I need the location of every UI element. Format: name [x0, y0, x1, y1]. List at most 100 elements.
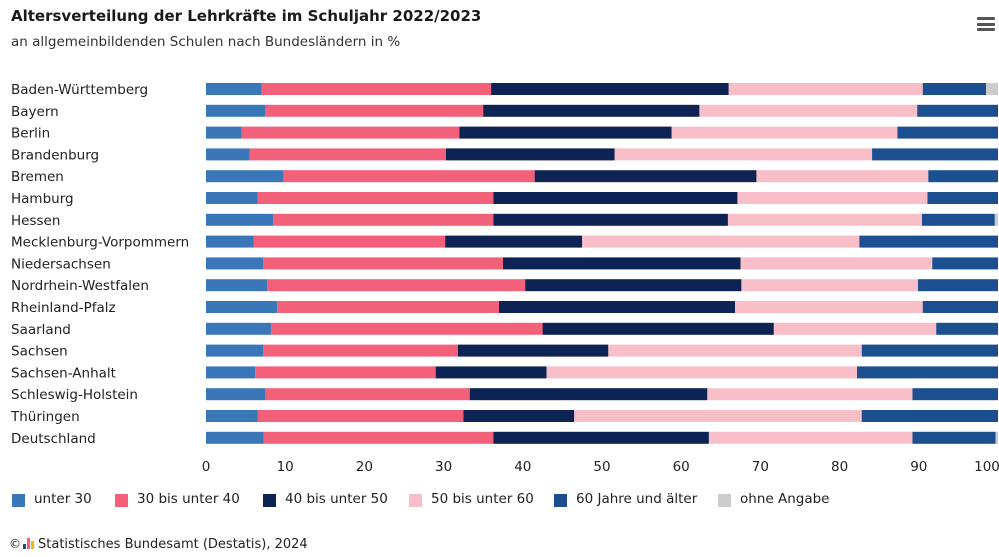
bar-segment[interactable] — [445, 148, 615, 161]
bar-segment[interactable] — [756, 170, 929, 183]
bar-segment[interactable] — [206, 170, 284, 183]
bar-segment[interactable] — [206, 83, 262, 95]
bar-segment[interactable] — [735, 301, 923, 313]
bar-segment[interactable] — [493, 213, 728, 226]
bar-segment[interactable] — [727, 213, 922, 226]
bar-segment[interactable] — [897, 126, 998, 139]
bar-segment[interactable] — [708, 431, 913, 444]
bar-segment[interactable] — [918, 279, 998, 292]
bar-segment[interactable] — [699, 104, 918, 117]
bar-segment[interactable] — [206, 431, 264, 444]
bar-segment[interactable] — [861, 344, 998, 357]
bar-segment[interactable] — [459, 126, 672, 139]
bar-segment[interactable] — [273, 213, 494, 226]
bar-segment[interactable] — [277, 301, 500, 313]
bar-segment[interactable] — [206, 257, 264, 270]
bar-segment[interactable] — [206, 213, 274, 226]
bar-segment[interactable] — [932, 257, 998, 270]
copyright-symbol: © — [9, 537, 21, 551]
bar-segment[interactable] — [241, 126, 460, 139]
bar-segment[interactable] — [261, 83, 492, 95]
bar-segment[interactable] — [491, 83, 729, 95]
bar-segment[interactable] — [542, 322, 774, 335]
bar-segment[interactable] — [270, 322, 543, 335]
hamburger-menu-icon[interactable] — [976, 15, 996, 33]
x-tick-label: 100 — [974, 459, 999, 475]
bar-segment[interactable] — [857, 366, 998, 379]
bar-segment[interactable] — [773, 322, 937, 335]
bar-segment[interactable] — [912, 431, 996, 444]
bar-segment[interactable] — [994, 213, 998, 226]
bar-segment[interactable] — [608, 344, 862, 357]
bar-segment[interactable] — [922, 301, 998, 313]
bar-segment[interactable] — [503, 257, 741, 270]
bar-segment[interactable] — [986, 83, 998, 95]
bar-segment[interactable] — [859, 235, 998, 248]
bar-segment[interactable] — [266, 279, 526, 292]
chart-title: Altersverteilung der Lehrkräfte im Schul… — [11, 7, 482, 25]
bar-segment[interactable] — [206, 388, 266, 401]
bar-segment[interactable] — [737, 192, 928, 204]
bar-segment[interactable] — [534, 170, 757, 183]
bar-segment[interactable] — [872, 148, 998, 161]
bar-segment[interactable] — [671, 126, 898, 139]
bar-segment[interactable] — [917, 104, 998, 117]
bar-segment[interactable] — [469, 388, 708, 401]
bar-segment[interactable] — [206, 192, 258, 204]
bar-segment[interactable] — [582, 235, 860, 248]
bar-segment[interactable] — [493, 431, 709, 444]
legend-swatch — [12, 494, 25, 507]
bar-segment[interactable] — [614, 148, 873, 161]
bar-segment[interactable] — [728, 83, 923, 95]
bar-segment[interactable] — [257, 192, 494, 204]
bar-segment[interactable] — [861, 410, 998, 422]
bar-segment[interactable] — [546, 366, 858, 379]
bar-segment[interactable] — [921, 213, 995, 226]
bar-segment[interactable] — [206, 322, 271, 335]
bar-segment[interactable] — [263, 257, 503, 270]
bar-segment[interactable] — [206, 126, 242, 139]
bar-segment[interactable] — [927, 192, 998, 204]
bar-segment[interactable] — [741, 279, 919, 292]
category-label: Saarland — [11, 322, 71, 338]
category-label: Baden-Württemberg — [11, 82, 148, 98]
bar-segment[interactable] — [265, 388, 470, 401]
bar-segment[interactable] — [445, 235, 583, 248]
bar-segment[interactable] — [995, 431, 998, 444]
bar-segment[interactable] — [483, 104, 700, 117]
bar-segment[interactable] — [928, 170, 998, 183]
bar-segment[interactable] — [255, 366, 436, 379]
bar-segment[interactable] — [249, 148, 446, 161]
bar-segment[interactable] — [574, 410, 862, 422]
bar-segment[interactable] — [206, 148, 250, 161]
bar-segment[interactable] — [253, 235, 446, 248]
bar-segment[interactable] — [206, 410, 258, 422]
legend-swatch — [263, 494, 276, 507]
bar-segment[interactable] — [206, 235, 254, 248]
bar-segment[interactable] — [265, 104, 484, 117]
bar-segment[interactable] — [263, 344, 458, 357]
legend-swatch — [718, 494, 731, 507]
x-tick-label: 80 — [831, 459, 848, 475]
x-tick-label: 90 — [910, 459, 927, 475]
bar-segment[interactable] — [499, 301, 736, 313]
bar-segment[interactable] — [206, 104, 266, 117]
bar-segment[interactable] — [740, 257, 933, 270]
bar-segment[interactable] — [936, 322, 998, 335]
bar-segment[interactable] — [707, 388, 913, 401]
bar-segment[interactable] — [922, 83, 987, 95]
bar-segment[interactable] — [283, 170, 535, 183]
bar-segment[interactable] — [457, 344, 609, 357]
bar-segment[interactable] — [435, 366, 547, 379]
bar-segment[interactable] — [206, 344, 264, 357]
category-label: Bayern — [11, 104, 59, 120]
bar-segment[interactable] — [206, 366, 256, 379]
bar-segment[interactable] — [206, 301, 278, 313]
bar-segment[interactable] — [525, 279, 742, 292]
bar-segment[interactable] — [463, 410, 575, 422]
bar-segment[interactable] — [493, 192, 738, 204]
bar-segment[interactable] — [263, 431, 494, 444]
bar-segment[interactable] — [912, 388, 998, 401]
bar-segment[interactable] — [257, 410, 464, 422]
bar-segment[interactable] — [206, 279, 267, 292]
